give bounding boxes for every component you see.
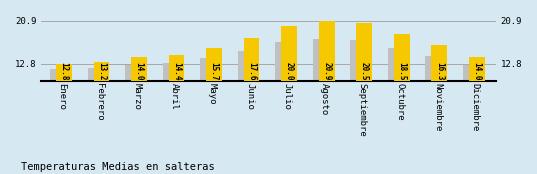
Bar xyxy=(319,21,335,81)
Text: 14.0: 14.0 xyxy=(134,62,143,80)
Bar xyxy=(463,65,477,81)
Bar xyxy=(350,40,365,81)
Bar xyxy=(206,48,222,81)
Bar xyxy=(275,42,289,81)
Bar xyxy=(200,58,214,81)
Bar xyxy=(93,62,110,81)
Bar xyxy=(125,65,139,81)
Text: 17.6: 17.6 xyxy=(247,62,256,80)
Text: 14.4: 14.4 xyxy=(172,62,181,80)
Bar xyxy=(281,26,297,81)
Text: 12.8: 12.8 xyxy=(60,62,68,80)
Text: Temperaturas Medias en salteras: Temperaturas Medias en salteras xyxy=(21,162,215,172)
Bar xyxy=(88,68,102,81)
Text: 18.5: 18.5 xyxy=(397,62,407,80)
Bar xyxy=(50,69,64,81)
Text: 15.7: 15.7 xyxy=(209,62,219,80)
Bar xyxy=(394,34,410,81)
Bar xyxy=(388,48,402,81)
Bar xyxy=(163,63,177,81)
Bar xyxy=(56,64,72,81)
Bar xyxy=(425,56,440,81)
Text: 13.2: 13.2 xyxy=(97,62,106,80)
Text: 20.0: 20.0 xyxy=(285,62,294,80)
Bar xyxy=(431,45,447,81)
Bar xyxy=(238,51,252,81)
Bar xyxy=(313,39,327,81)
Bar xyxy=(469,57,485,81)
Text: 16.3: 16.3 xyxy=(435,62,444,80)
Bar xyxy=(131,57,147,81)
Text: 20.5: 20.5 xyxy=(360,62,369,80)
Bar xyxy=(169,55,184,81)
Bar xyxy=(357,23,372,81)
Text: 14.0: 14.0 xyxy=(473,62,481,80)
Bar xyxy=(244,38,259,81)
Text: 20.9: 20.9 xyxy=(322,62,331,80)
